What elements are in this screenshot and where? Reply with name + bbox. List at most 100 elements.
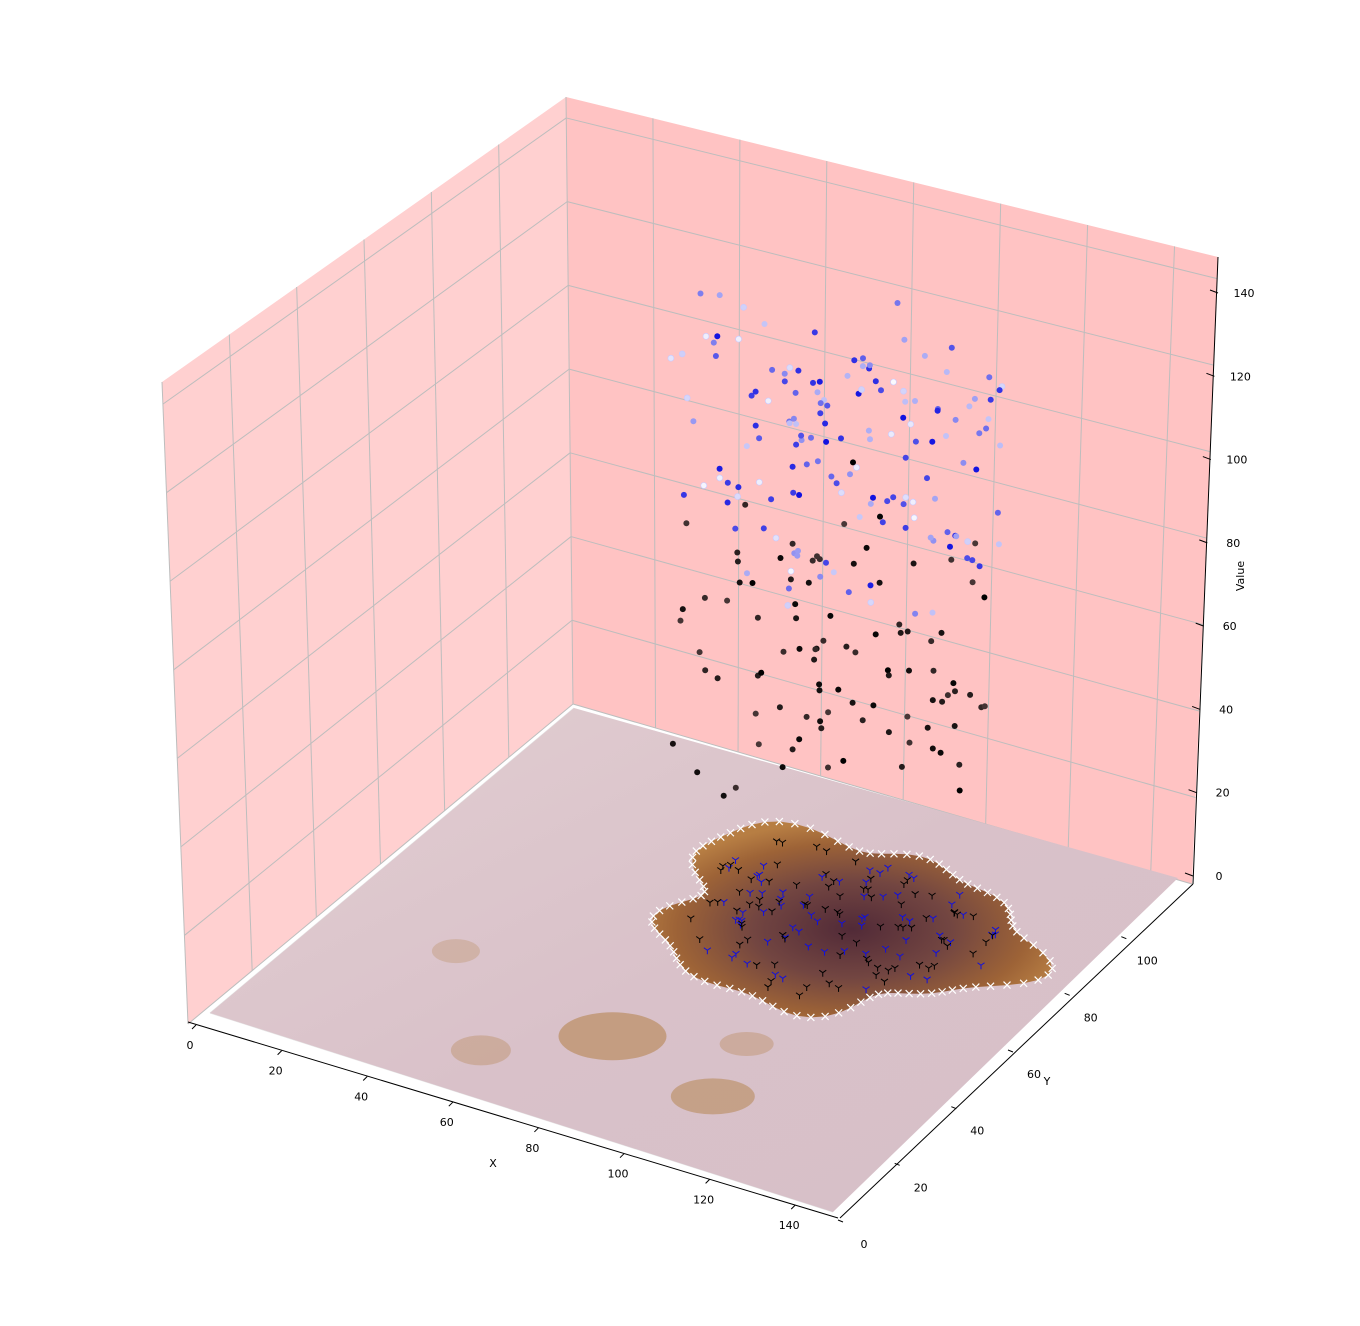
scatter-point — [870, 494, 876, 501]
scatter-point — [830, 569, 837, 576]
grid-line — [166, 201, 568, 494]
scatter-point — [816, 687, 823, 694]
boundary-marker — [915, 852, 924, 860]
scatter-point — [755, 741, 762, 748]
inner-marker — [807, 911, 816, 919]
boundary-marker — [725, 984, 734, 993]
scatter-point — [906, 739, 913, 746]
scatter-point — [943, 369, 950, 375]
scatter-point — [690, 418, 697, 425]
scatter-point — [808, 434, 814, 441]
z-tick — [1206, 372, 1215, 377]
z-tick-label: 140 — [1234, 287, 1255, 300]
x-tick — [790, 1204, 796, 1210]
scatter-point — [803, 461, 810, 468]
boundary-marker — [821, 1012, 830, 1021]
y-tick-label: 80 — [1084, 1011, 1098, 1024]
inner-marker — [825, 980, 834, 988]
inner-marker — [805, 893, 814, 901]
scatter-point — [884, 498, 891, 505]
inner-marker — [758, 890, 767, 897]
scatter-point — [710, 339, 717, 346]
x-axis-label: X — [489, 1157, 497, 1170]
scatter-point — [894, 300, 901, 306]
grid-line — [567, 201, 1214, 366]
scatter-point — [701, 594, 708, 601]
inner-marker — [881, 945, 890, 953]
inner-marker — [706, 899, 714, 907]
scatter-point — [735, 335, 742, 343]
inner-marker — [884, 864, 892, 872]
scatter-point — [742, 501, 749, 508]
scatter-point — [714, 333, 721, 340]
scatter-point — [863, 544, 870, 551]
scatter-point — [680, 491, 687, 498]
inner-marker — [922, 914, 931, 922]
scatter-point — [740, 303, 747, 311]
scatter-point — [789, 746, 796, 753]
scatter-point — [932, 495, 938, 502]
scatter-point — [924, 475, 930, 482]
scatter-point — [969, 579, 976, 586]
scatter-point — [898, 763, 905, 770]
scatter-point — [814, 458, 821, 465]
scatter-point — [823, 438, 830, 445]
scatter-point — [997, 442, 1004, 449]
boundary-marker — [649, 912, 658, 920]
inner-marker — [900, 881, 908, 889]
scatter-point — [748, 392, 755, 399]
inner-marker — [755, 871, 764, 879]
grid-line — [571, 619, 1196, 798]
scatter-point — [944, 529, 951, 536]
boundary-marker — [926, 855, 935, 864]
scatter-point — [760, 525, 767, 532]
boundary-marker — [736, 824, 745, 833]
boundary-marker — [806, 1013, 815, 1022]
scatter-point — [851, 357, 858, 364]
boundary-marker — [758, 996, 767, 1005]
scatter-point — [929, 609, 936, 616]
boundary-marker — [1029, 941, 1038, 950]
scatter-point — [952, 416, 959, 423]
scatter-point — [902, 454, 909, 461]
inner-marker — [788, 924, 797, 932]
y-tick-label: 100 — [1137, 955, 1158, 968]
scatter-point — [769, 366, 776, 373]
inner-marker — [876, 923, 885, 931]
scatter-point — [900, 414, 907, 421]
scatter-point — [960, 459, 967, 466]
scatter-point — [845, 589, 852, 596]
scatter-point — [878, 387, 884, 394]
inner-marker — [930, 962, 939, 970]
y-axis-line — [839, 883, 1194, 1219]
boundary-marker — [992, 893, 1001, 902]
inner-marker — [695, 936, 704, 943]
scatter-point — [969, 557, 976, 564]
boundary-marker — [707, 837, 716, 846]
boundary-marker — [1046, 956, 1054, 965]
y-tick — [837, 1219, 844, 1223]
scatter-point — [938, 629, 945, 636]
inner-marker — [910, 875, 918, 883]
grid-line — [184, 619, 573, 936]
axes — [187, 256, 1219, 1223]
scatter-point — [927, 534, 934, 541]
scatter-point — [803, 713, 810, 720]
inner-marker — [894, 923, 902, 931]
boundary-marker — [916, 989, 925, 998]
inner-marker — [940, 936, 948, 944]
scatter-point — [789, 463, 796, 470]
inner-marker — [840, 947, 849, 955]
scatter-point — [756, 435, 763, 442]
inner-marker — [915, 961, 924, 969]
boundary-marker — [959, 984, 968, 993]
inner-marker — [857, 922, 866, 930]
inner-marker — [738, 923, 746, 931]
scatter-point — [790, 489, 797, 496]
inner-marker — [755, 903, 763, 911]
scatter-point — [950, 680, 957, 687]
boundary-marker — [986, 982, 995, 991]
inner-marker — [905, 918, 914, 925]
boundary-marker — [1034, 976, 1043, 984]
y-tick — [951, 1106, 957, 1110]
